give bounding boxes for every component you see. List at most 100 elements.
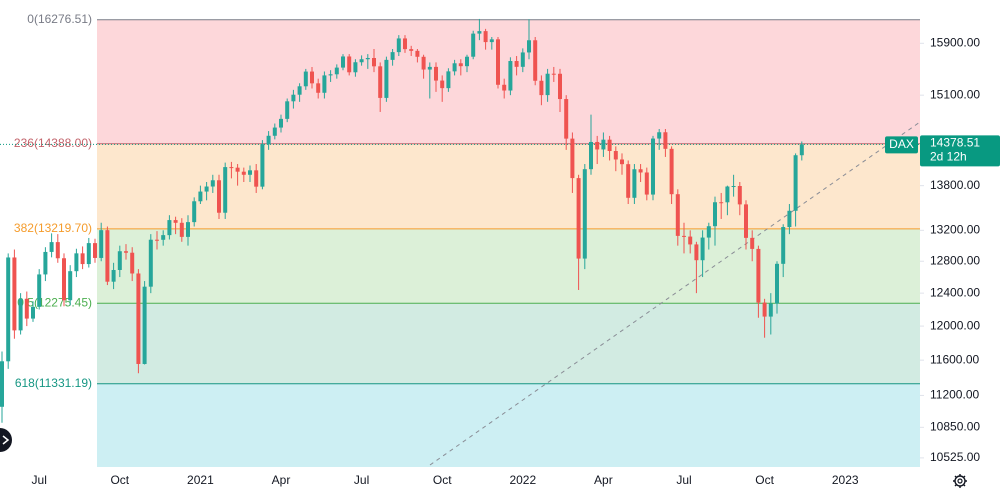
candle-body — [545, 73, 550, 96]
candle-body — [136, 273, 141, 364]
candle-body — [285, 101, 290, 119]
candle-body — [204, 186, 209, 192]
candle-body — [229, 167, 234, 169]
candle-body — [607, 139, 612, 152]
candle-body — [675, 194, 680, 236]
fib-label: 382(13219.70) — [14, 221, 92, 235]
x-tick-label: Jul — [32, 473, 47, 487]
candle-body — [124, 251, 128, 253]
y-tick-label: 15900.00 — [930, 35, 980, 49]
candle-body — [570, 138, 575, 179]
x-tick-label: Oct — [433, 473, 452, 487]
countdown: 2d 12h — [930, 150, 967, 164]
y-tick-label: 12800.00 — [930, 253, 980, 267]
candle-body — [694, 244, 699, 261]
candle-body — [24, 298, 29, 319]
y-tick-label: 10850.00 — [930, 419, 980, 433]
fib-label: 236(14388.00) — [14, 136, 92, 150]
x-tick-label: Apr — [272, 473, 291, 487]
candle-body — [266, 135, 271, 145]
candle-body — [173, 220, 178, 223]
candle-body — [291, 94, 296, 102]
candle-body — [328, 74, 333, 76]
candle-body — [489, 39, 494, 43]
candle-body — [737, 186, 742, 205]
x-tick-label: Oct — [755, 473, 774, 487]
candle-body — [155, 239, 159, 241]
candle-body — [111, 269, 116, 282]
candle-body — [31, 306, 35, 319]
candle-body — [322, 75, 327, 93]
candle-body — [334, 67, 339, 75]
candle-body — [663, 132, 668, 149]
candle-body — [768, 303, 773, 317]
candle-body — [130, 252, 135, 274]
candle-body — [93, 243, 97, 258]
candle-body — [43, 251, 48, 275]
candle-body — [390, 52, 395, 60]
y-tick-label: 12400.00 — [930, 285, 980, 299]
fib-band — [97, 303, 920, 384]
candle-body — [582, 169, 587, 259]
candle-body — [483, 31, 488, 43]
candle-body — [148, 239, 153, 287]
candle-body — [601, 139, 606, 150]
candle-body — [223, 167, 228, 213]
candle-body — [86, 243, 91, 265]
candle-body — [260, 144, 265, 187]
candle-body — [514, 61, 519, 67]
candle-body — [310, 71, 314, 84]
candle-body — [756, 248, 761, 303]
candle-body — [750, 237, 755, 249]
candle-body — [632, 169, 637, 198]
candle-body — [254, 170, 259, 187]
candle-body — [620, 159, 624, 165]
candle-body — [167, 220, 172, 236]
candle-body — [192, 201, 197, 223]
candle-body — [303, 71, 308, 87]
candle-body — [589, 141, 593, 170]
candle-body — [520, 52, 525, 67]
candle-body — [241, 171, 246, 175]
candle-body — [248, 170, 252, 175]
settings-icon[interactable] — [953, 474, 967, 488]
candle-body — [688, 236, 693, 245]
candle-body — [279, 118, 283, 128]
candle-body — [502, 84, 507, 91]
candle-body — [496, 39, 500, 85]
candle-body — [272, 127, 277, 136]
candle-body — [186, 222, 190, 237]
candle-body — [378, 66, 383, 98]
candle-body — [353, 62, 358, 73]
candles — [0, 18, 804, 423]
candle-body — [396, 38, 401, 53]
scroll-icon — [2, 435, 10, 445]
candle-body — [657, 132, 662, 139]
candle-body — [142, 286, 147, 364]
candle-body — [700, 237, 705, 261]
candle-body — [564, 99, 569, 139]
x-tick-label: Oct — [110, 473, 129, 487]
candle-body — [74, 253, 79, 272]
symbol-tag — [885, 136, 918, 154]
candle-body — [217, 180, 221, 213]
y-tick-label: 13200.00 — [930, 222, 980, 236]
candle-body — [18, 298, 23, 331]
x-tick-label: Jul — [676, 473, 691, 487]
x-tick-label: 2021 — [187, 473, 214, 487]
candle-body — [179, 222, 184, 237]
candle-body — [12, 257, 17, 331]
candle-body — [235, 167, 240, 172]
y-tick-label: 13800.00 — [930, 178, 980, 192]
candle-body — [49, 242, 54, 252]
candle-body — [626, 164, 631, 198]
candle-body — [719, 202, 724, 204]
candle-body — [744, 204, 748, 238]
candle-body — [365, 58, 370, 60]
y-tick-label: 15100.00 — [930, 87, 980, 101]
scroll-button[interactable] — [0, 428, 12, 452]
candle-body — [297, 86, 302, 95]
candle-body — [210, 180, 215, 187]
y-tick-label: 11600.00 — [930, 352, 979, 366]
